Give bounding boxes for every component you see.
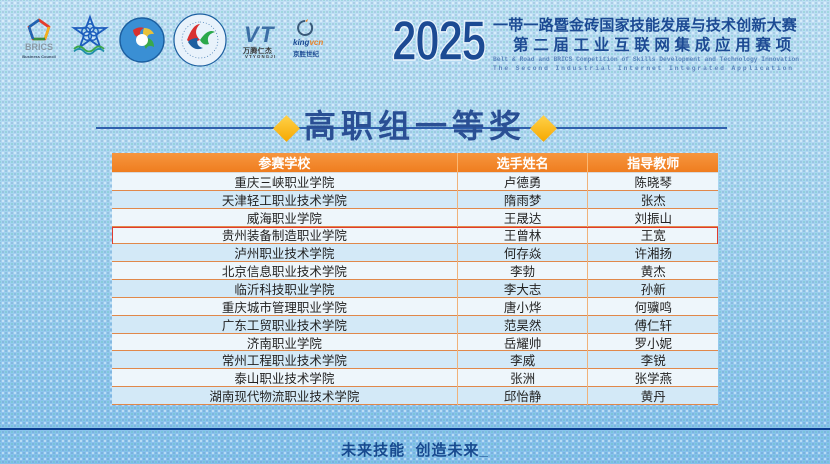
svg-text:Business Council: Business Council [22,54,56,59]
svg-text:BRICS: BRICS [25,42,53,52]
svg-text:T: T [260,22,275,47]
svg-text:V: V [244,22,261,47]
